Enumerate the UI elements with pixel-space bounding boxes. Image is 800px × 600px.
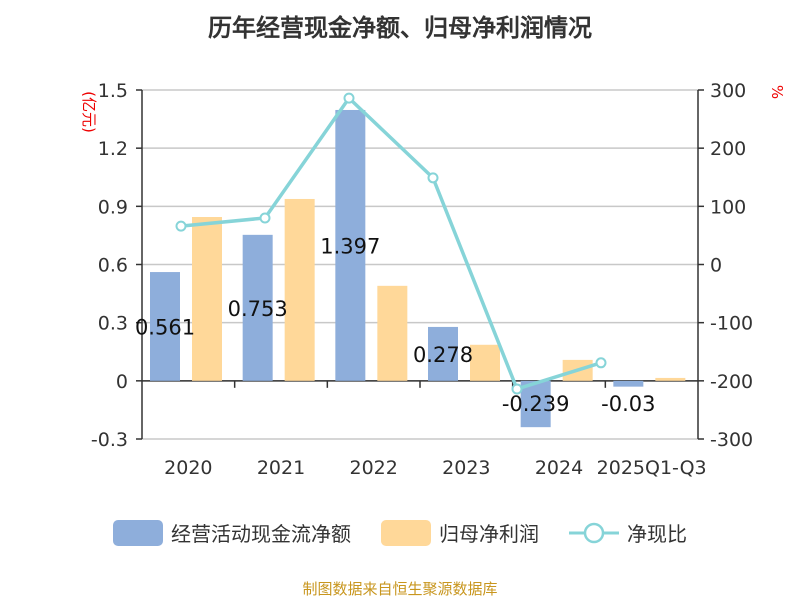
y2-tick-label: 300 xyxy=(710,80,746,102)
y-axis-label: (亿元) xyxy=(80,91,98,133)
legend-item-ratio[interactable]: 净现比 xyxy=(569,518,687,547)
y-tick-label: 0.3 xyxy=(98,313,128,335)
y2-tick-label: -200 xyxy=(710,371,753,393)
data-label: -0.239 xyxy=(502,392,570,416)
legend-line-icon xyxy=(569,522,619,543)
x-tick-label: 2023 xyxy=(442,457,490,479)
bar-profit xyxy=(470,344,500,381)
y-tick-label: 0.9 xyxy=(98,196,128,218)
line-point xyxy=(343,92,355,104)
legend-swatch xyxy=(381,519,431,546)
legend-item-profit[interactable]: 归母净利润 xyxy=(381,518,539,547)
x-tick-label: 2022 xyxy=(349,457,397,479)
bar-cashflow xyxy=(242,234,273,381)
chart-title: 历年经营现金净额、归母净利润情况 xyxy=(208,14,592,42)
y-tick-label: 1.5 xyxy=(98,80,128,102)
y2-axis-label: % xyxy=(768,85,786,99)
bar-cashflow xyxy=(520,380,551,428)
legend-label: 归母净利润 xyxy=(439,522,539,546)
bar-profit xyxy=(284,198,315,381)
legend-label: 经营活动现金流净额 xyxy=(171,522,351,546)
line-point xyxy=(595,357,607,369)
data-label: 0.561 xyxy=(135,315,195,339)
y2-tick-label: -300 xyxy=(710,429,753,451)
source-note: 制图数据来自恒生聚源数据库 xyxy=(302,580,498,598)
data-label: 0.753 xyxy=(228,297,288,321)
legend: 经营活动现金流净额 归母净利润 净现比 xyxy=(0,518,800,547)
x-tick-label: 2024 xyxy=(535,457,583,479)
bar-cashflow xyxy=(613,380,644,387)
legend-item-cashflow[interactable]: 经营活动现金流净额 xyxy=(113,518,351,547)
y2-tick-label: 0 xyxy=(710,255,722,277)
line-point xyxy=(511,383,523,395)
y-tick-label: 0.6 xyxy=(98,255,128,277)
data-label: 0.278 xyxy=(413,343,473,367)
line-point xyxy=(259,212,271,224)
line-point xyxy=(175,220,187,232)
y-tick-label: 1.2 xyxy=(98,138,128,160)
line-ratio xyxy=(180,95,602,392)
y-tick-label: -0.3 xyxy=(91,429,128,451)
y2-tick-label: -100 xyxy=(710,313,753,335)
y2-tick-label: 200 xyxy=(710,138,746,160)
bar-cashflow xyxy=(150,272,180,381)
y2-tick-label: 100 xyxy=(710,196,746,218)
data-label: -0.03 xyxy=(601,392,655,416)
bar-cashflow xyxy=(335,109,366,381)
bar-profit xyxy=(192,216,222,381)
line-point xyxy=(427,172,439,184)
bar-profit xyxy=(377,285,408,381)
legend-label: 净现比 xyxy=(627,522,687,546)
data-label: 1.397 xyxy=(320,234,380,258)
legend-swatch xyxy=(113,519,163,546)
bar-cashflow xyxy=(428,326,458,381)
bar-profit xyxy=(655,377,686,381)
x-tick-label: 2021 xyxy=(257,457,305,479)
x-tick-label: 2020 xyxy=(164,457,212,479)
x-tick-label: 2025Q1-Q3 xyxy=(597,457,707,479)
y-tick-label: 0 xyxy=(116,371,128,393)
